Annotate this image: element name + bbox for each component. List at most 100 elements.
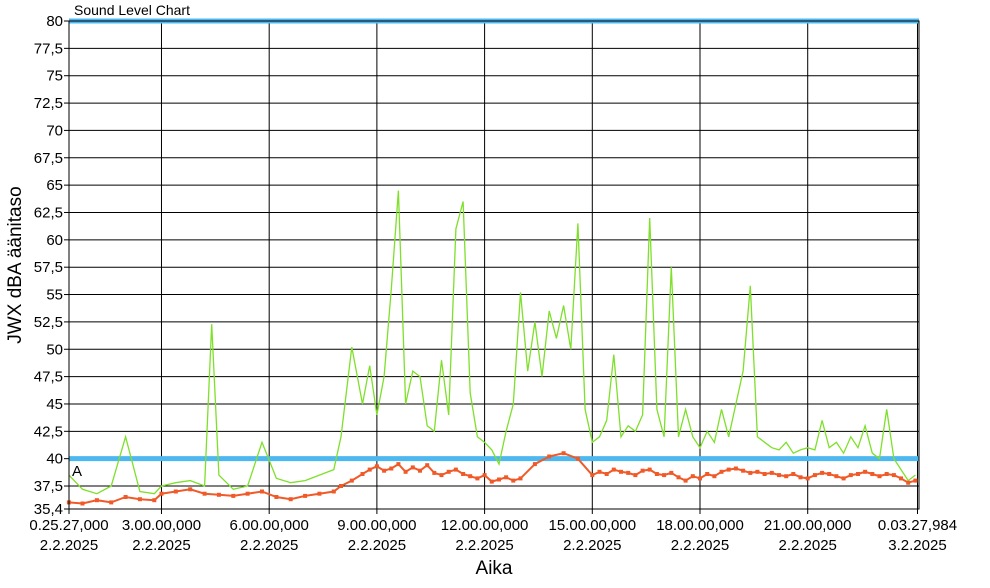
level-point xyxy=(446,469,451,474)
level-point xyxy=(202,491,207,496)
y-tick-label: 40 xyxy=(46,451,63,468)
chart-title: Sound Level Chart xyxy=(74,2,190,18)
level-point xyxy=(611,467,616,472)
level-point xyxy=(647,467,652,472)
y-tick-label: 75 xyxy=(46,68,63,85)
level-point xyxy=(331,489,336,494)
level-point xyxy=(303,493,308,498)
level-point xyxy=(374,464,379,469)
level-point xyxy=(360,472,365,476)
level-point xyxy=(683,478,688,483)
level-point xyxy=(152,498,157,503)
level-point xyxy=(532,462,537,467)
x-tick-date: 2.2.2025 xyxy=(132,537,190,554)
level-point xyxy=(518,476,523,481)
level-point xyxy=(884,472,889,476)
level-point xyxy=(497,477,501,482)
level-point xyxy=(274,495,279,499)
level-point xyxy=(94,498,99,503)
level-point xyxy=(547,454,552,459)
y-tick-label: 52,5 xyxy=(34,314,63,331)
level-point xyxy=(511,478,516,483)
y-tick-label: 67,5 xyxy=(34,150,63,167)
x-tick-time: 0.25.27,000 xyxy=(29,517,108,534)
y-tick-label: 62,5 xyxy=(34,204,63,221)
level-point xyxy=(856,472,860,476)
series-peak-line xyxy=(68,190,916,495)
level-point xyxy=(382,468,387,473)
level-point xyxy=(349,478,354,483)
level-point xyxy=(453,467,458,472)
level-point xyxy=(619,469,623,474)
level-point xyxy=(123,495,128,499)
threshold-label: A xyxy=(72,463,82,480)
level-point xyxy=(317,491,322,496)
level-point xyxy=(640,468,645,473)
level-point xyxy=(575,456,580,461)
level-point xyxy=(504,475,509,480)
y-tick-label: 72,5 xyxy=(34,95,63,112)
level-point xyxy=(755,469,760,474)
level-point xyxy=(403,469,408,474)
level-point xyxy=(726,467,731,472)
level-point xyxy=(870,472,875,476)
y-tick-label: 60 xyxy=(46,232,63,249)
level-point xyxy=(719,469,724,474)
x-tick-time: 0.03.27,984 xyxy=(878,517,957,534)
level-point xyxy=(669,470,674,475)
x-tick-time: 3.00.00,000 xyxy=(122,517,201,534)
x-tick-time: 12.00.00,000 xyxy=(441,517,529,534)
level-point xyxy=(482,473,487,478)
level-point xyxy=(690,474,695,479)
x-axis-title: Aika xyxy=(476,558,513,579)
level-point xyxy=(109,500,114,505)
level-point xyxy=(604,472,609,476)
y-tick-label: 70 xyxy=(46,122,63,139)
level-point xyxy=(769,470,774,475)
level-point xyxy=(877,474,882,479)
y-tick-label: 35,4 xyxy=(34,501,63,518)
level-point xyxy=(633,473,638,478)
level-point xyxy=(590,473,595,478)
level-point xyxy=(791,472,796,476)
x-tick-date: 2.2.2025 xyxy=(240,537,298,554)
level-point xyxy=(777,473,781,478)
level-point xyxy=(805,476,810,481)
y-axis-ticks: 35,4 37,5 40 42,5 45 47,5 50 52,5 55 57,5 60 62,5 65… xyxy=(34,13,69,518)
y-tick-label: 47,5 xyxy=(34,369,63,386)
y-tick-label: 37,5 xyxy=(34,478,63,495)
x-tick-date: 2.2.2025 xyxy=(40,537,98,554)
x-tick-time: 6.00.00,000 xyxy=(230,517,309,534)
level-point xyxy=(231,493,236,498)
level-point xyxy=(662,473,667,478)
x-axis-ticks: 0.25.27,000 2.2.2025 3.00.00,000 2.2.2025 6.… xyxy=(29,509,957,554)
level-point xyxy=(676,475,681,480)
level-point xyxy=(762,472,767,476)
y-tick-label: 45 xyxy=(46,396,63,413)
level-point xyxy=(468,474,473,479)
level-point xyxy=(834,474,839,479)
level-point xyxy=(137,497,142,502)
x-tick-date: 2.2.2025 xyxy=(563,537,621,554)
level-point xyxy=(741,468,746,473)
level-point xyxy=(812,473,817,478)
level-point xyxy=(339,484,343,488)
y-axis-title: JWX dBA äänitaso xyxy=(5,186,26,343)
level-point xyxy=(597,469,602,474)
level-point xyxy=(475,476,480,481)
level-point xyxy=(216,492,221,497)
x-tick-date: 2.2.2025 xyxy=(779,537,837,554)
level-point xyxy=(798,475,803,480)
level-point xyxy=(159,491,164,496)
level-point xyxy=(705,472,710,476)
y-tick-label: 55 xyxy=(46,287,63,304)
level-point xyxy=(461,472,466,476)
level-point xyxy=(848,473,853,478)
y-tick-label: 57,5 xyxy=(34,259,63,276)
plot-border xyxy=(68,20,920,510)
level-point xyxy=(906,480,911,485)
level-point xyxy=(784,474,789,479)
level-point xyxy=(425,463,430,468)
level-point xyxy=(389,466,394,471)
